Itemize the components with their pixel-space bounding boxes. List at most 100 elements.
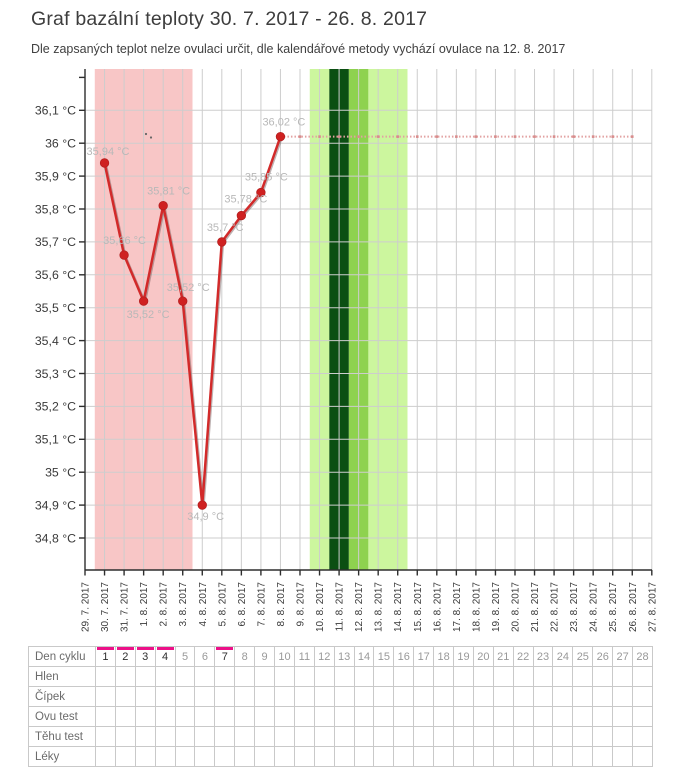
entry-cell[interactable]: [274, 726, 295, 747]
entry-cell[interactable]: [393, 746, 415, 767]
entry-cell[interactable]: [333, 706, 355, 727]
entry-cell[interactable]: [632, 686, 653, 707]
entry-cell[interactable]: [313, 686, 335, 707]
entry-cell[interactable]: [433, 726, 455, 747]
day-cell-14[interactable]: 14: [353, 646, 375, 667]
entry-cell[interactable]: [274, 706, 295, 727]
entry-cell[interactable]: [333, 666, 355, 687]
day-cell-4[interactable]: 4: [154, 646, 176, 667]
entry-cell[interactable]: [592, 726, 614, 747]
day-cell-15[interactable]: 15: [373, 646, 395, 667]
entry-cell[interactable]: [472, 666, 494, 687]
day-cell-26[interactable]: 26: [592, 646, 614, 667]
entry-cell[interactable]: [214, 726, 236, 747]
entry-cell[interactable]: [154, 726, 176, 747]
entry-cell[interactable]: [413, 686, 435, 707]
entry-cell[interactable]: [453, 746, 474, 767]
day-cell-10[interactable]: 10: [274, 646, 295, 667]
entry-cell[interactable]: [274, 666, 295, 687]
entry-cell[interactable]: [254, 726, 276, 747]
day-cell-13[interactable]: 13: [333, 646, 355, 667]
entry-cell[interactable]: [214, 686, 236, 707]
entry-cell[interactable]: [512, 726, 534, 747]
temperature-point[interactable]: [99, 158, 110, 168]
day-cell-23[interactable]: 23: [532, 646, 554, 667]
entry-cell[interactable]: [293, 666, 315, 687]
entry-cell[interactable]: [194, 726, 216, 747]
entry-cell[interactable]: [592, 746, 614, 767]
entry-cell[interactable]: [453, 706, 474, 727]
entry-cell[interactable]: [114, 686, 136, 707]
entry-cell[interactable]: [114, 746, 136, 767]
entry-cell[interactable]: [194, 666, 216, 687]
temperature-point[interactable]: [138, 296, 149, 306]
day-cell-1[interactable]: 1: [95, 646, 116, 667]
day-cell-25[interactable]: 25: [572, 646, 594, 667]
entry-cell[interactable]: [612, 726, 634, 747]
entry-cell[interactable]: [393, 666, 415, 687]
entry-cell[interactable]: [254, 666, 276, 687]
entry-cell[interactable]: [512, 666, 534, 687]
entry-cell[interactable]: [552, 686, 574, 707]
day-cell-27[interactable]: 27: [612, 646, 634, 667]
entry-cell[interactable]: [234, 666, 256, 687]
entry-cell[interactable]: [373, 686, 395, 707]
temperature-point[interactable]: [119, 250, 129, 260]
entry-cell[interactable]: [134, 706, 156, 727]
entry-cell[interactable]: [95, 726, 116, 747]
entry-cell[interactable]: [114, 726, 136, 747]
entry-cell[interactable]: [592, 706, 614, 727]
entry-cell[interactable]: [174, 666, 196, 687]
entry-cell[interactable]: [95, 666, 116, 687]
day-cell-11[interactable]: 11: [293, 646, 315, 667]
entry-cell[interactable]: [214, 706, 236, 727]
entry-cell[interactable]: [632, 706, 653, 727]
entry-cell[interactable]: [333, 746, 355, 767]
entry-cell[interactable]: [134, 686, 156, 707]
entry-cell[interactable]: [154, 746, 176, 767]
entry-cell[interactable]: [234, 686, 256, 707]
entry-cell[interactable]: [572, 706, 594, 727]
entry-cell[interactable]: [532, 706, 554, 727]
entry-cell[interactable]: [274, 686, 295, 707]
entry-cell[interactable]: [492, 686, 514, 707]
entry-cell[interactable]: [134, 726, 156, 747]
entry-cell[interactable]: [572, 746, 594, 767]
entry-cell[interactable]: [254, 686, 276, 707]
entry-cell[interactable]: [353, 686, 375, 707]
entry-cell[interactable]: [194, 686, 216, 707]
entry-cell[interactable]: [413, 666, 435, 687]
entry-cell[interactable]: [492, 666, 514, 687]
entry-cell[interactable]: [453, 686, 474, 707]
entry-cell[interactable]: [472, 746, 494, 767]
entry-cell[interactable]: [154, 666, 176, 687]
entry-cell[interactable]: [313, 666, 335, 687]
entry-cell[interactable]: [373, 706, 395, 727]
entry-cell[interactable]: [492, 706, 514, 727]
entry-cell[interactable]: [512, 686, 534, 707]
entry-cell[interactable]: [413, 746, 435, 767]
entry-cell[interactable]: [532, 666, 554, 687]
entry-cell[interactable]: [512, 706, 534, 727]
day-cell-24[interactable]: 24: [552, 646, 574, 667]
entry-cell[interactable]: [333, 726, 355, 747]
entry-cell[interactable]: [134, 746, 156, 767]
entry-cell[interactable]: [612, 666, 634, 687]
entry-cell[interactable]: [154, 686, 176, 707]
entry-cell[interactable]: [174, 746, 196, 767]
entry-cell[interactable]: [453, 666, 474, 687]
day-cell-6[interactable]: 6: [194, 646, 216, 667]
entry-cell[interactable]: [373, 746, 395, 767]
entry-cell[interactable]: [552, 706, 574, 727]
entry-cell[interactable]: [612, 706, 634, 727]
entry-cell[interactable]: [313, 746, 335, 767]
entry-cell[interactable]: [572, 686, 594, 707]
entry-cell[interactable]: [492, 746, 514, 767]
entry-cell[interactable]: [214, 666, 236, 687]
temperature-point[interactable]: [236, 210, 247, 221]
day-cell-17[interactable]: 17: [413, 646, 435, 667]
entry-cell[interactable]: [532, 726, 554, 747]
entry-cell[interactable]: [632, 746, 653, 767]
entry-cell[interactable]: [353, 706, 375, 727]
entry-cell[interactable]: [472, 686, 494, 707]
